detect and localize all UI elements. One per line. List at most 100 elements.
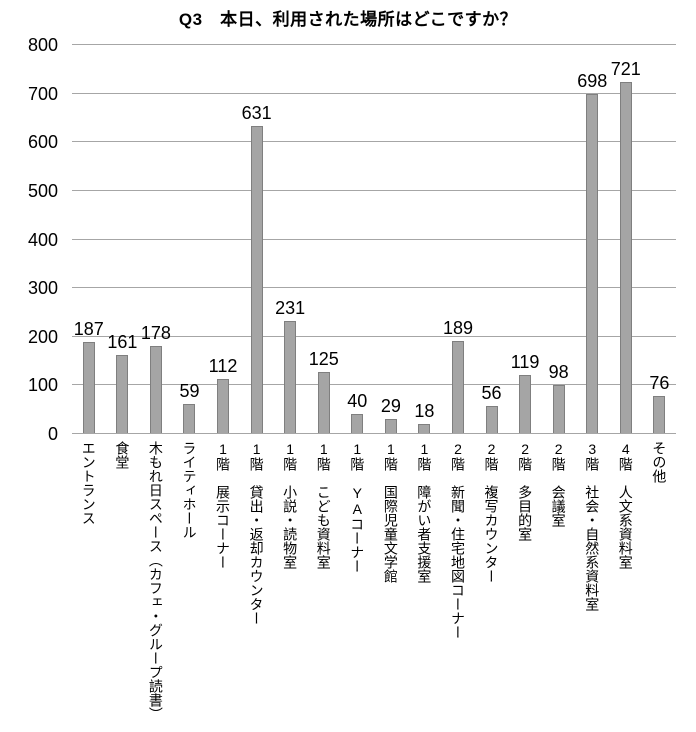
bar-slot: 98 (542, 44, 576, 433)
category-label: 2階 新聞・住宅地図コーナー (449, 441, 466, 639)
bar-slot: 18 (408, 44, 442, 433)
bar-slot: 56 (475, 44, 509, 433)
category-slot: その他 (643, 441, 677, 732)
category-slot: 1階 こども資料室 (307, 441, 341, 732)
category-label: 1階 障がい者支援室 (416, 441, 433, 583)
bar-slot: 112 (206, 44, 240, 433)
value-label: 59 (179, 381, 200, 402)
category-label: 4階 人文系資料室 (617, 441, 634, 569)
category-label: 木もれ日スペース（カフェ・グループ読書） (147, 441, 164, 721)
category-slot: 木もれ日スペース（カフェ・グループ読書） (139, 441, 173, 732)
bar (485, 405, 498, 433)
category-slot: ライティホール (173, 441, 207, 732)
value-label: 125 (308, 349, 339, 370)
bar-slot: 125 (307, 44, 341, 433)
category-slot: 1階 展示コーナー (206, 441, 240, 732)
value-label: 76 (649, 373, 670, 394)
value-label: 698 (577, 70, 608, 91)
bar (586, 93, 599, 433)
value-label: 29 (380, 395, 401, 416)
category-slot: 1階 YAコーナー (341, 441, 375, 732)
bar-slot: 29 (374, 44, 408, 433)
y-axis: 0 100 200 300 400 500 600 700 800 (0, 36, 58, 443)
gridline (72, 92, 676, 94)
category-slot: 2階 会議室 (542, 441, 576, 732)
category-label: 1階 国際児童文学館 (382, 441, 399, 583)
bar-slot: 231 (273, 44, 307, 433)
bar (552, 385, 565, 433)
bar (82, 342, 95, 433)
category-slot: 1階 国際児童文学館 (374, 441, 408, 732)
value-label: 18 (414, 401, 435, 422)
gridline (72, 141, 676, 143)
y-tick-label: 100 (27, 375, 58, 396)
value-label: 187 (73, 319, 104, 340)
gridline (72, 384, 676, 386)
gridline (72, 44, 676, 45)
category-slot: 食堂 (106, 441, 140, 732)
category-slot: 4階 人文系資料室 (609, 441, 643, 732)
bar (317, 372, 330, 433)
category-label: 1階 こども資料室 (315, 441, 332, 569)
bar (653, 396, 666, 433)
x-axis: エントランス 食堂 木もれ日スペース（カフェ・グループ読書） ライティホール 1階 展示… (72, 441, 676, 732)
bar-slot: 187 (72, 44, 106, 433)
category-label: 2階 多目的室 (517, 441, 534, 541)
y-tick-label: 700 (27, 83, 58, 104)
bar-slot: 59 (173, 44, 207, 433)
category-slot: 1階 障がい者支援室 (408, 441, 442, 732)
value-label: 119 (510, 352, 540, 373)
value-label: 178 (140, 323, 171, 344)
bar-slot: 40 (341, 44, 375, 433)
category-slot: エントランス (72, 441, 106, 732)
category-label: 3階 社会・自然系資料室 (584, 441, 601, 611)
value-label: 40 (347, 390, 368, 411)
bar (451, 341, 464, 433)
category-label: 1階 YAコーナー (349, 441, 366, 573)
bar-slot: 119 (508, 44, 542, 433)
category-label: 1階 貸出・返却カウンター (248, 441, 265, 625)
category-label: 1階 展示コーナー (215, 441, 232, 569)
bars-container: 187 161 178 59 112 631 231 125 40 29 18 189 56 119 98 6… (72, 44, 676, 433)
value-label: 631 (241, 103, 272, 124)
value-label: 161 (107, 331, 138, 352)
category-label: その他 (651, 441, 668, 483)
bar (619, 82, 632, 433)
bar-slot: 161 (106, 44, 140, 433)
bar (183, 404, 196, 433)
bar (519, 375, 532, 433)
bar (384, 418, 397, 433)
bar (217, 378, 230, 433)
category-slot: 3階 社会・自然系資料室 (575, 441, 609, 732)
chart-title: Q3 本日、利用された場所はどこですか？ (178, 10, 518, 29)
value-label: 189 (442, 318, 473, 339)
category-slot: 2階 新聞・住宅地図コーナー (441, 441, 475, 732)
bar (149, 346, 162, 433)
y-tick-label: 300 (27, 278, 58, 299)
gridline (72, 335, 676, 337)
category-label: 2階 会議室 (550, 441, 567, 527)
value-label: 56 (481, 382, 502, 403)
gridline (72, 189, 676, 191)
plot-area: 187 161 178 59 112 631 231 125 40 29 18 189 56 119 98 6… (72, 44, 676, 434)
y-tick-label: 400 (27, 229, 58, 250)
category-label: 食堂 (114, 441, 131, 469)
bar (418, 424, 431, 433)
bar (250, 126, 263, 433)
category-label: 1階 小説・読物室 (282, 441, 299, 569)
gridline (72, 238, 676, 240)
gridline (72, 287, 676, 289)
value-label: 231 (275, 297, 306, 318)
bar (116, 354, 129, 433)
bar (284, 320, 297, 433)
y-tick-label: 200 (27, 326, 58, 347)
y-tick-label: 500 (27, 180, 58, 201)
y-tick-label: 600 (27, 132, 58, 153)
bar-slot: 698 (575, 44, 609, 433)
value-label: 721 (610, 59, 641, 80)
category-label: エントランス (80, 441, 97, 525)
category-label: 2階 複写カウンター (483, 441, 500, 583)
bar-slot: 189 (441, 44, 475, 433)
category-label: ライティホール (181, 441, 198, 539)
